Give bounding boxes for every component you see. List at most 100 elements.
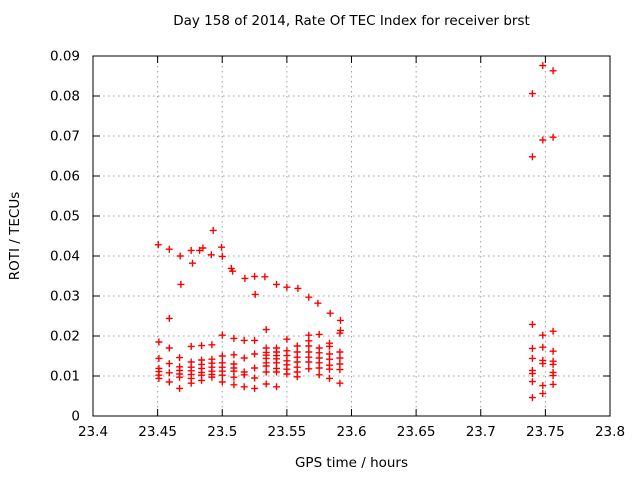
data-point-marker	[199, 244, 207, 252]
data-point-marker	[165, 369, 173, 377]
data-point-marker	[208, 341, 216, 349]
data-points	[154, 62, 557, 402]
data-point-marker	[336, 379, 344, 387]
data-point-marker	[549, 133, 557, 141]
data-point-marker	[218, 378, 226, 386]
data-point-marker	[283, 335, 291, 343]
data-point-marker	[305, 358, 313, 366]
data-point-marker	[177, 280, 185, 288]
data-point-marker	[154, 241, 162, 249]
data-point-marker	[273, 383, 280, 391]
data-point-marker	[165, 314, 173, 322]
x-tick-label: 23.65	[397, 424, 436, 440]
data-point-marker	[251, 384, 259, 392]
data-point-marker	[305, 365, 313, 373]
data-point-marker	[251, 272, 259, 280]
data-point-marker	[336, 348, 344, 356]
data-point-marker	[187, 342, 195, 350]
data-point-marker	[337, 316, 344, 324]
data-point-marker	[189, 259, 196, 267]
data-point-marker	[528, 354, 536, 362]
data-point-marker	[528, 394, 536, 402]
y-tick-label: 0	[71, 409, 80, 425]
y-tick-label: 0.04	[50, 249, 80, 265]
data-point-marker	[165, 378, 173, 386]
data-point-marker	[262, 326, 270, 334]
data-point-marker	[549, 67, 557, 75]
data-point-marker	[251, 290, 259, 298]
x-tick-label: 23.75	[526, 424, 565, 440]
data-point-marker	[218, 252, 226, 260]
data-point-marker	[293, 342, 301, 350]
y-tick-label: 0.07	[50, 129, 80, 145]
x-tick-label: 23.4	[78, 424, 108, 440]
data-point-marker	[251, 350, 259, 358]
data-point-marker	[165, 245, 173, 253]
x-tick-label: 23.8	[595, 424, 625, 440]
data-point-marker	[549, 380, 557, 388]
data-point-marker	[539, 136, 547, 144]
data-point-marker	[294, 284, 302, 292]
x-tick-label: 23.6	[336, 424, 366, 440]
data-point-marker	[176, 384, 184, 392]
data-point-marker	[336, 366, 344, 374]
data-point-marker	[539, 343, 547, 351]
data-point-marker	[155, 374, 163, 382]
data-point-marker	[283, 283, 291, 291]
data-point-marker	[218, 352, 226, 360]
data-point-marker	[230, 351, 238, 359]
data-point-marker	[315, 371, 323, 379]
data-point-marker	[315, 330, 323, 338]
y-tick-label: 0.02	[50, 329, 80, 345]
data-point-marker	[315, 364, 323, 372]
data-point-marker	[262, 362, 270, 370]
data-point-marker	[176, 354, 184, 362]
data-point-marker	[218, 371, 226, 379]
data-point-marker	[262, 380, 270, 388]
data-point-marker	[528, 153, 536, 161]
data-point-marker	[230, 381, 238, 389]
data-point-marker	[326, 374, 333, 382]
data-point-marker	[240, 336, 248, 344]
data-point-marker	[218, 243, 226, 251]
x-axis-label: GPS time / hours	[294, 455, 409, 471]
data-point-marker	[207, 251, 215, 259]
data-point-marker	[549, 372, 557, 380]
data-point-marker	[240, 371, 248, 379]
data-point-marker	[528, 378, 536, 386]
data-point-marker	[336, 354, 344, 362]
y-tick-label: 0.06	[50, 169, 80, 185]
data-point-marker	[240, 383, 248, 391]
data-point-marker	[155, 338, 163, 346]
data-point-marker	[305, 342, 313, 350]
data-point-marker	[326, 342, 333, 350]
data-point-marker	[251, 364, 259, 372]
data-point-marker	[273, 280, 280, 288]
data-point-marker	[326, 365, 333, 373]
data-point-marker	[261, 273, 269, 281]
data-point-marker	[209, 226, 217, 234]
data-point-marker	[549, 327, 557, 335]
data-point-marker	[273, 368, 280, 376]
data-point-marker	[165, 344, 173, 352]
x-tick-label: 23.5	[207, 424, 237, 440]
data-point-marker	[539, 360, 547, 368]
y-tick-label: 0.05	[50, 209, 80, 225]
data-point-marker	[251, 336, 259, 344]
x-tick-label: 23.7	[466, 424, 496, 440]
data-point-marker	[528, 344, 536, 352]
data-point-marker	[314, 299, 322, 307]
chart-title: Day 158 of 2014, Rate Of TEC Index for r…	[173, 13, 530, 29]
data-point-marker	[165, 360, 173, 368]
data-point-marker	[528, 90, 536, 98]
data-point-marker	[262, 368, 270, 376]
data-point-marker	[230, 367, 238, 375]
x-tick-label: 23.55	[268, 424, 307, 440]
data-point-marker	[198, 376, 206, 384]
data-point-marker	[229, 267, 237, 275]
data-point-marker	[336, 329, 344, 337]
y-tick-label: 0.08	[50, 89, 80, 105]
data-point-marker	[539, 390, 547, 398]
data-point-marker	[241, 274, 249, 282]
data-point-marker	[230, 373, 238, 381]
